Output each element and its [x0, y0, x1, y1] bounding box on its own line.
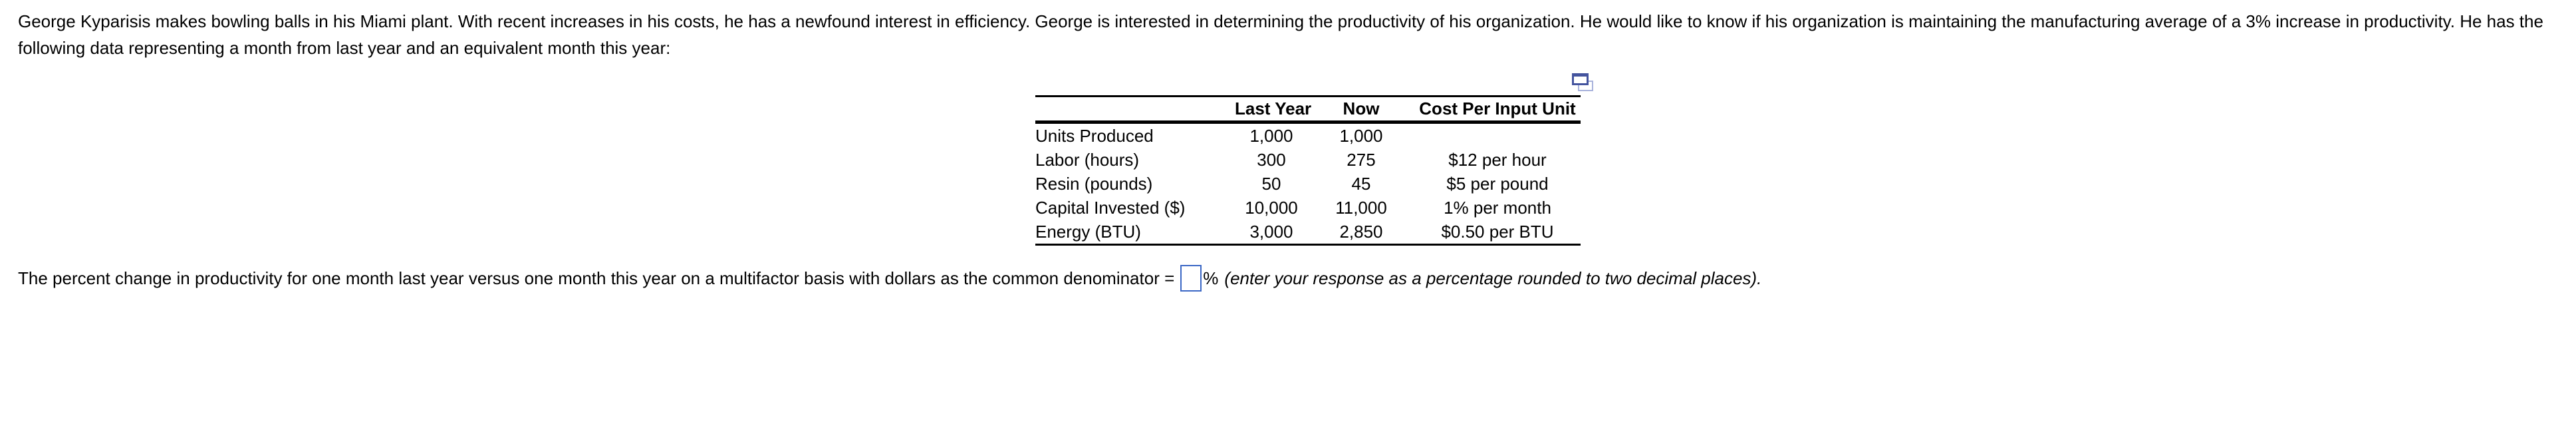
col-header-last-year: Last Year — [1235, 96, 1311, 124]
row-label: Energy (BTU) — [1035, 222, 1141, 242]
row-label: Units Produced — [1035, 126, 1154, 146]
popout-copy-icon[interactable] — [1572, 73, 1597, 95]
cost-value: $12 per hour — [1448, 150, 1547, 170]
last-year-value: 300 — [1257, 150, 1286, 170]
table-row-units-produced: Units Produced 1,000 1,000 — [1035, 122, 1581, 148]
table-row-resin: Resin (pounds) 50 45 $5 per pound — [1035, 172, 1581, 196]
answer-unit: % — [1203, 268, 1219, 288]
now-value: 2,850 — [1339, 222, 1383, 242]
last-year-value: 3,000 — [1249, 222, 1293, 242]
table-row-energy: Energy (BTU) 3,000 2,850 $0.50 per BTU — [1035, 220, 1581, 245]
now-value: 275 — [1347, 150, 1376, 170]
cost-value: $5 per pound — [1446, 174, 1549, 194]
popout-copy-icon-front-square — [1572, 73, 1589, 85]
now-value: 45 — [1351, 174, 1371, 194]
problem-statement: George Kyparisis makes bowling balls in … — [18, 11, 2543, 58]
now-value: 11,000 — [1335, 198, 1387, 218]
row-label: Labor (hours) — [1035, 150, 1140, 170]
col-header-cost-per-input-unit: Cost Per Input Unit — [1414, 96, 1581, 124]
answer-input[interactable] — [1180, 265, 1202, 292]
col-header-blank — [1035, 96, 1235, 124]
table-row-capital-invested: Capital Invested ($) 10,000 11,000 1% pe… — [1035, 196, 1581, 220]
productivity-data-table-container: Last Year Now Cost Per Input Unit Units … — [1035, 95, 1581, 246]
productivity-data-table: Last Year Now Cost Per Input Unit Units … — [1035, 95, 1581, 246]
table-header-row: Last Year Now Cost Per Input Unit — [1035, 96, 1581, 124]
last-year-value: 50 — [1261, 174, 1281, 194]
cost-value — [1414, 122, 1581, 148]
last-year-value: 1,000 — [1249, 126, 1293, 146]
row-label: Capital Invested ($) — [1035, 198, 1186, 218]
row-label: Resin (pounds) — [1035, 174, 1153, 194]
table-row-labor: Labor (hours) 300 275 $12 per hour — [1035, 148, 1581, 172]
cost-value: 1% per month — [1444, 198, 1551, 218]
answer-line: The percent change in productivity for o… — [18, 264, 1761, 293]
cost-value: $0.50 per BTU — [1441, 222, 1554, 242]
last-year-value: 10,000 — [1245, 198, 1298, 218]
answer-prompt: The percent change in productivity for o… — [18, 268, 1175, 288]
now-value: 1,000 — [1339, 126, 1383, 146]
col-header-now: Now — [1308, 96, 1414, 124]
answer-instruction: (enter your response as a percentage rou… — [1224, 268, 1762, 288]
